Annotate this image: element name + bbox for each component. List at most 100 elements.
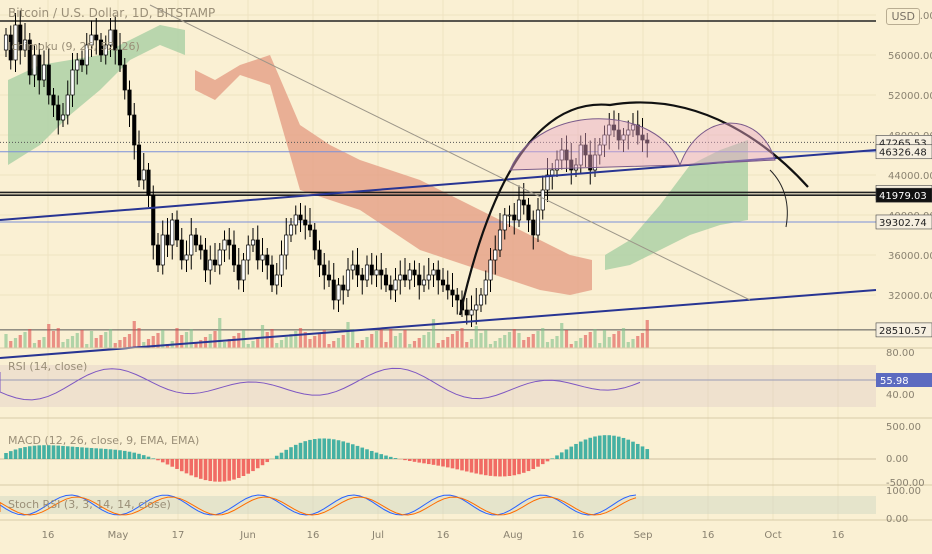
candle-body: [446, 285, 449, 290]
macd-histogram-bar: [555, 455, 559, 459]
volume-bar: [584, 335, 587, 348]
volume-bar: [218, 318, 221, 348]
candle-body: [427, 275, 430, 280]
price-level-value: 46326.48: [879, 148, 927, 159]
macd-histogram-bar: [80, 447, 84, 459]
rsi-label[interactable]: RSI (14, close): [8, 360, 87, 373]
candle-body: [166, 235, 169, 245]
macd-label[interactable]: MACD (12, 26, close, 9, EMA, EMA): [8, 434, 199, 447]
stoch-tick-label: 100.00: [886, 486, 921, 497]
macd-histogram-bar: [574, 444, 578, 459]
candle-body: [294, 215, 297, 225]
macd-histogram-bar: [23, 447, 27, 459]
macd-histogram-bar: [104, 449, 108, 459]
candle-body: [133, 115, 136, 145]
candle-body: [223, 240, 226, 250]
macd-histogram-bar: [147, 457, 151, 459]
volume-bar: [546, 342, 549, 348]
candle-body: [57, 105, 60, 120]
stoch-rsi-label[interactable]: Stoch RSI (3, 3, 14, 14, close): [8, 498, 171, 511]
macd-histogram-bar: [327, 439, 331, 459]
volume-bar: [109, 329, 112, 348]
volume-bar: [256, 338, 259, 348]
macd-histogram-bar: [422, 459, 426, 463]
macd-histogram-bar: [607, 435, 611, 459]
macd-histogram-bar: [584, 439, 588, 459]
volume-bar: [589, 332, 592, 348]
volume-bar: [446, 337, 449, 348]
volume-bar: [470, 339, 473, 348]
volume-bar: [299, 328, 302, 348]
volume-bar: [57, 328, 60, 348]
macd-histogram-bar: [42, 445, 46, 459]
macd-histogram-bar: [384, 456, 388, 459]
candle-body: [218, 250, 221, 265]
volume-bar: [342, 335, 345, 348]
macd-histogram-bar: [99, 449, 103, 459]
candle-body: [171, 220, 174, 245]
volume-bar: [384, 342, 387, 348]
x-tick-label: Sep: [634, 530, 653, 541]
volume-bar: [555, 336, 558, 348]
macd-histogram-bar: [436, 459, 440, 466]
volume-bar: [441, 340, 444, 348]
candle-body: [180, 240, 183, 260]
macd-histogram-bar: [71, 447, 75, 459]
x-tick-label: 17: [172, 530, 185, 541]
x-tick-label: 16: [42, 530, 55, 541]
volume-bar: [251, 341, 254, 348]
macd-histogram-bar: [322, 438, 326, 459]
volume-bar: [137, 328, 140, 348]
macd-histogram-bar: [251, 459, 255, 471]
macd-histogram-bar: [508, 459, 512, 476]
volume-bar: [636, 336, 639, 348]
candle-body: [475, 305, 478, 310]
candle-body: [228, 240, 231, 245]
macd-histogram-bar: [417, 459, 421, 463]
volume-bar: [223, 342, 226, 348]
volume-bar: [185, 332, 188, 348]
volume-bar: [603, 330, 606, 348]
macd-histogram-bar: [560, 452, 564, 459]
macd-histogram-bar: [28, 446, 32, 459]
volume-bar: [631, 339, 634, 348]
y-tick-label: 52000.00: [888, 91, 932, 102]
macd-histogram-bar: [484, 459, 488, 475]
candle-body: [456, 295, 459, 300]
macd-histogram-bar: [142, 455, 146, 459]
macd-histogram-bar: [365, 449, 369, 459]
volume-bar: [332, 341, 335, 348]
volume-bar: [427, 332, 430, 348]
candle-body: [242, 260, 245, 280]
volume-bar: [612, 334, 615, 348]
y-tick-label: 36000.00: [888, 251, 932, 262]
candle-body: [327, 275, 330, 280]
macd-histogram-bar: [175, 459, 179, 469]
macd-histogram-bar: [289, 447, 293, 459]
volume-bar: [99, 335, 102, 348]
candle-body: [256, 240, 259, 260]
x-tick-label: Aug: [503, 530, 523, 541]
macd-histogram-bar: [47, 445, 51, 459]
macd-histogram-bar: [180, 459, 184, 471]
macd-histogram-bar: [446, 459, 450, 467]
volume-bar: [232, 336, 235, 348]
candle-body: [152, 195, 155, 245]
currency-badge[interactable]: USD: [886, 8, 920, 25]
macd-histogram-bar: [527, 459, 531, 471]
volume-bar: [213, 331, 216, 348]
volume-bar: [85, 344, 88, 348]
ichimoku-label[interactable]: Ichimoku (9, 26, 52, 26): [8, 40, 140, 53]
candle-body: [185, 255, 188, 260]
macd-histogram-bar: [617, 437, 621, 459]
candle-body: [175, 220, 178, 240]
volume-bar: [456, 331, 459, 348]
volume-bar: [574, 341, 577, 348]
candle-body: [42, 65, 45, 80]
volume-bar: [261, 325, 264, 348]
macd-histogram-bar: [517, 459, 521, 474]
price-level-value: 28510.57: [879, 326, 927, 337]
candle-body: [380, 270, 383, 275]
